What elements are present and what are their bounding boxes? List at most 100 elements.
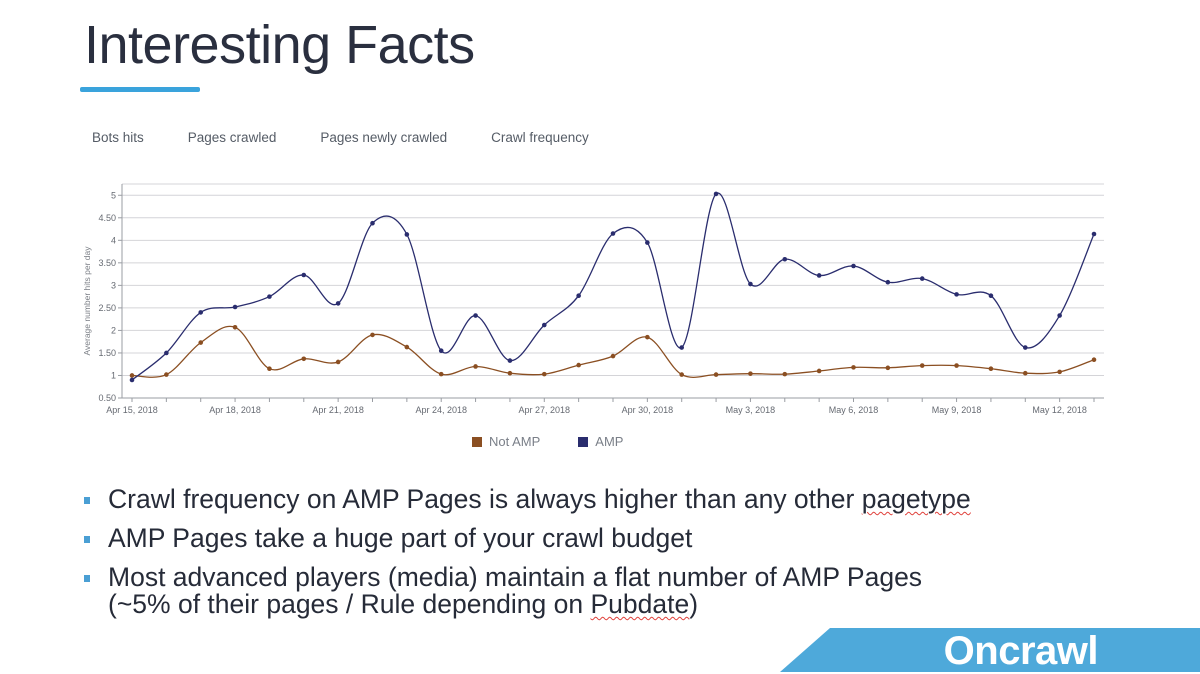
brand-band [780, 628, 1200, 672]
data-point-amp [335, 301, 341, 306]
brand-band-shape [780, 628, 1200, 672]
data-point-amp [954, 292, 959, 297]
data-point-amp [610, 231, 616, 236]
data-point-amp [404, 232, 410, 237]
data-point-amp [370, 220, 375, 226]
data-point-not-amp [1022, 370, 1028, 376]
legend-label-not-amp: Not AMP [489, 434, 541, 449]
x-tick-label: May 3, 2018 [726, 405, 776, 415]
y-tick-label: 1.50 [98, 348, 116, 358]
x-tick-label: May 12, 2018 [1032, 405, 1087, 415]
x-tick-label: Apr 24, 2018 [415, 405, 467, 415]
title-underline [80, 87, 200, 92]
series-lines [131, 192, 1095, 381]
fact-text-continued: (~5% of their pages / Rule depending on [108, 589, 591, 619]
slide-title: Interesting Facts [84, 15, 475, 75]
data-point-not-amp [954, 363, 959, 368]
data-point-not-amp [679, 372, 685, 377]
legend-swatch-amp [578, 436, 589, 447]
data-point-not-amp [370, 332, 375, 338]
data-point-amp [988, 293, 994, 299]
legend-swatch-not-amp [472, 436, 482, 447]
legend-item-amp[interactable]: AMP [578, 434, 623, 449]
tab-pages-crawled[interactable]: Pages crawled [187, 130, 277, 145]
fact-text: Most advanced players (media) maintain a… [108, 562, 923, 592]
fact-text-end: ) [689, 589, 699, 619]
x-tick-label: Apr 27, 2018 [519, 405, 571, 415]
data-point-amp [507, 358, 513, 363]
data-point-not-amp [129, 373, 135, 378]
y-tick-label: 5 [111, 190, 116, 200]
bullet-marker [84, 536, 90, 543]
grid-lines [122, 183, 1104, 399]
data-point-not-amp [301, 356, 307, 362]
data-point-amp [713, 191, 719, 197]
y-tick-label: 4.50 [98, 213, 116, 223]
y-tick-label: 3.50 [98, 258, 116, 268]
chart-tabs: Bots hits Pages crawled Pages newly craw… [70, 118, 611, 162]
fact-item: Crawl frequency on AMP Pages is always h… [84, 486, 971, 513]
fact-text: AMP Pages take a huge part of your crawl… [108, 523, 693, 553]
data-point-not-amp [164, 372, 169, 377]
x-tick-label: Apr 18, 2018 [209, 405, 261, 415]
fact-list: Crawl frequency on AMP Pages is always h… [84, 486, 971, 618]
data-point-amp [473, 313, 478, 318]
data-point-not-amp [851, 365, 856, 370]
tab-pages-newly-crawled[interactable]: Pages newly crawled [320, 130, 448, 145]
data-point-amp [164, 350, 169, 356]
data-point-amp [851, 263, 856, 269]
bullet-marker [84, 575, 90, 582]
data-point-amp [885, 279, 891, 285]
fact-item: Most advanced players (media) maintain a… [84, 564, 971, 618]
crawl-frequency-chart: 0.50 1 1.50 2 2.50 3 3.50 4 4.50 5 Average number … [0, 170, 1200, 460]
data-point-not-amp [816, 368, 822, 374]
data-point-amp [1091, 231, 1097, 237]
data-point-amp [301, 272, 307, 278]
x-tick-label: May 9, 2018 [932, 405, 982, 415]
data-point-amp [541, 322, 547, 328]
data-point-not-amp [748, 371, 753, 376]
x-tick-label: Apr 30, 2018 [622, 405, 674, 415]
series-line-amp [131, 192, 1095, 381]
tab-bots-hits[interactable]: Bots hits [92, 130, 144, 145]
data-point-not-amp [988, 366, 994, 372]
data-point-not-amp [404, 344, 410, 350]
data-point-amp [129, 377, 135, 383]
data-point-not-amp [507, 370, 513, 376]
data-point-amp [645, 240, 650, 245]
x-tick-label: Apr 15, 2018 [106, 405, 158, 415]
data-point-not-amp [232, 324, 238, 330]
data-point-not-amp [541, 371, 547, 377]
oncrawl-logo: Oncrawl [943, 629, 1099, 673]
data-point-amp [576, 293, 581, 299]
y-tick-label: 2.50 [98, 303, 116, 313]
data-point-not-amp [335, 359, 341, 365]
legend-item-not-amp[interactable]: Not AMP [472, 434, 540, 449]
data-point-not-amp [713, 372, 719, 377]
spellcheck-flagged-word: Pubdate [590, 589, 690, 619]
chart-svg: 0.50 1 1.50 2 2.50 3 3.50 4 4.50 5 Average number … [82, 183, 1104, 415]
y-tick-label: 1 [111, 370, 116, 380]
spellcheck-flagged-word: pagetype [861, 484, 971, 514]
y-axis-title: Average number hits per day [82, 246, 92, 356]
series-line-not-amp [131, 325, 1095, 379]
data-point-not-amp [198, 340, 204, 345]
data-point-amp [782, 256, 788, 262]
data-point-amp [919, 276, 925, 281]
data-point-not-amp [438, 371, 444, 377]
data-point-amp [232, 304, 238, 310]
chart-legend: Not AMP AMP [472, 434, 623, 449]
data-point-amp [748, 281, 753, 287]
data-points [129, 191, 1097, 383]
data-point-not-amp [267, 366, 272, 372]
data-point-not-amp [576, 362, 581, 368]
data-point-amp [679, 345, 685, 350]
data-point-not-amp [1091, 357, 1097, 363]
data-point-not-amp [645, 334, 650, 340]
data-point-amp [438, 348, 444, 353]
tab-crawl-frequency[interactable]: Crawl frequency [491, 130, 589, 145]
bullet-marker [84, 497, 90, 504]
data-point-not-amp [1057, 369, 1062, 375]
data-point-amp [1022, 345, 1028, 350]
y-tick-label: 3 [111, 280, 116, 290]
